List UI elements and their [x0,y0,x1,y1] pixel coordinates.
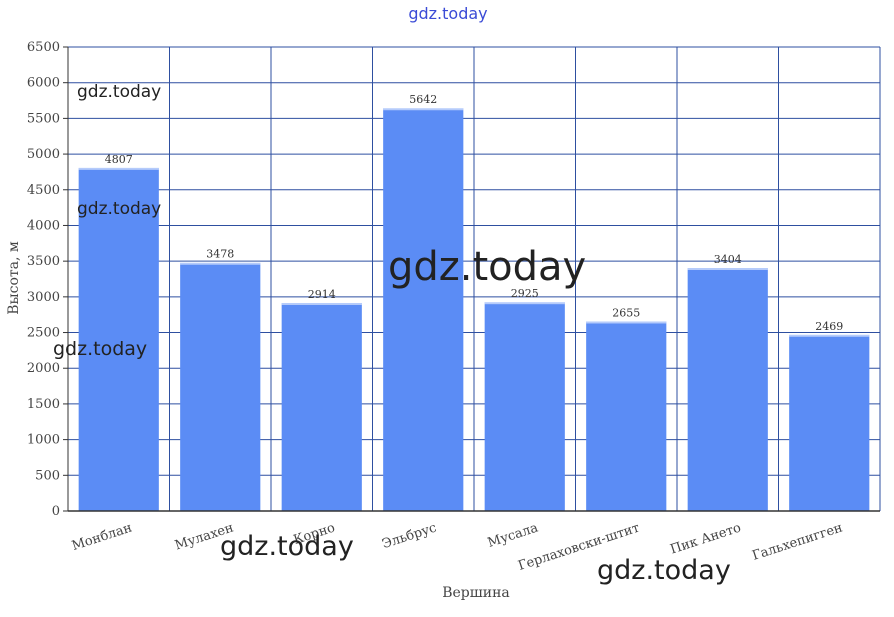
x-tick-label: Монблан [70,521,134,555]
y-tick-label: 3500 [27,254,60,269]
x-tick-label: Пик Ането [668,520,743,557]
bar [484,302,565,511]
data-label: 2914 [308,288,336,301]
x-tick-label: Мусала [486,520,540,550]
y-tick-labels: 0 500 1000 1500 2000 2500 3000 3500 4000 4500 5000… [27,40,60,519]
watermark-top: gdz.today [408,4,487,23]
x-axis-title: Вершина [442,585,510,601]
data-label: 2655 [612,306,640,319]
data-label: 4807 [105,153,133,166]
y-tick-label: 3000 [27,290,60,305]
bar-cap [687,267,768,271]
x-tick-label: Гальхепигген [750,521,844,564]
bar-cap [586,320,667,324]
y-tick-label: 6000 [27,76,60,91]
y-tick-label: 0 [52,504,60,519]
watermark-1: gdz.today [77,82,161,102]
watermarks: gdz.today gdz.today gdz.today gdz.today … [53,4,731,586]
bars [78,107,870,512]
bar-cap [78,166,159,170]
data-label: 5642 [409,93,437,106]
y-tick-label: 2500 [27,326,60,341]
x-tick-label: Эльбрус [380,521,438,553]
watermark-3: gdz.today [388,244,586,290]
y-tick-label: 4000 [27,218,60,233]
y-tick-label: 5500 [27,111,60,126]
y-tick-label: 4500 [27,183,60,198]
bar-cap [383,107,464,111]
data-label: 2925 [511,287,539,300]
watermark-6: gdz.today [597,555,731,586]
bar [78,167,159,511]
bar [789,334,870,511]
data-labels: 4807 3478 2914 5642 2925 2655 3404 2469 [105,93,844,333]
watermark-4: gdz.today [53,338,147,360]
bar [586,321,667,511]
bar-cap [281,301,362,305]
y-tick-label: 1500 [27,397,60,412]
bar [281,302,362,511]
y-tick-label: 5000 [27,147,60,162]
y-axis-title: Высота, м [6,241,22,315]
data-label: 3404 [714,253,742,266]
y-tick-label: 2000 [27,361,60,376]
bar-cap [484,301,565,305]
y-tick-label: 500 [35,468,60,483]
bar [383,108,464,512]
bar [687,268,768,511]
y-tick-label: 1000 [27,433,60,448]
data-label: 2469 [815,320,843,333]
watermark-5: gdz.today [220,531,354,562]
watermark-2: gdz.today [77,199,161,219]
axes [63,46,880,512]
bar-cap [789,333,870,337]
data-label: 3478 [206,248,234,261]
bar [180,262,261,511]
bar-cap [180,261,261,265]
y-tick-label: 6500 [27,40,60,55]
